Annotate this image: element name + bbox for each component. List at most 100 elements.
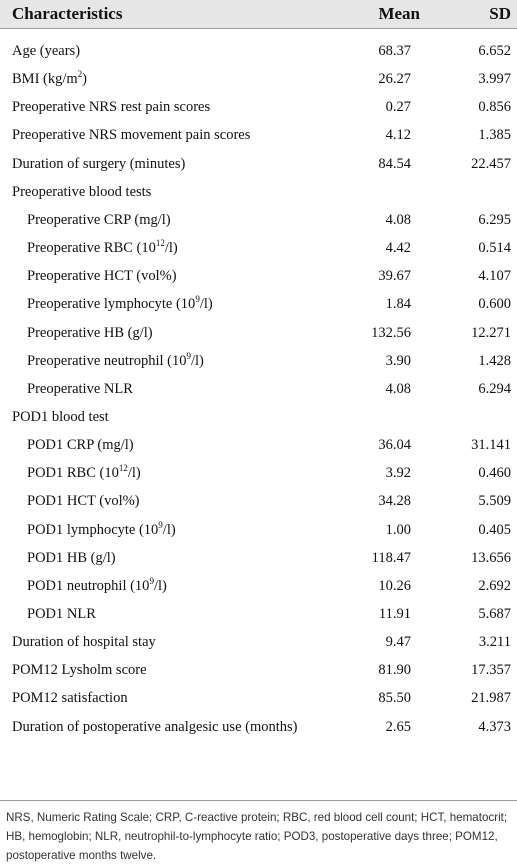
row-label: Age (years) [12, 37, 80, 65]
row-label: Preoperative RBC (1012/l) [27, 234, 178, 262]
mean-cell: 3.90 [385, 352, 411, 369]
mean-cell: 3.92 [385, 465, 411, 482]
sd-cell: 3.997 [478, 71, 511, 88]
row-label: Duration of hospital stay [12, 628, 156, 656]
superscript: 12 [118, 463, 128, 474]
table-row: Preoperative lymphocyte (109/l) 1.84 0.600 [0, 290, 517, 318]
sd-cell: 1.385 [478, 127, 511, 144]
table-row: POM12 Lysholm score 81.90 17.357 [0, 656, 517, 684]
sd-cell: 13.656 [471, 549, 511, 566]
table-row: Duration of hospital stay 9.47 3.211 [0, 628, 517, 656]
table-row: Preoperative neutrophil (109/l) 3.90 1.428 [0, 347, 517, 375]
row-label: Preoperative CRP (mg/l) [27, 206, 171, 234]
label-text: Preoperative RBC (10 [27, 240, 156, 257]
table-row: Preoperative blood tests [0, 178, 517, 206]
label-text: Age (years) [12, 43, 81, 59]
table-row: Preoperative RBC (1012/l) 4.42 0.514 [0, 234, 517, 262]
row-label: POD1 HB (g/l) [27, 544, 116, 572]
table-row: Preoperative NRS movement pain scores 4.1… [0, 121, 517, 149]
mean-cell: 118.47 [371, 549, 411, 566]
label-text: POD1 lymphocyte (10 [27, 521, 159, 538]
table-header: Characteristics Mean SD [0, 0, 517, 29]
sd-cell: 6.294 [478, 380, 511, 397]
superscript: 9 [186, 350, 191, 361]
row-label: POD1 blood test [12, 403, 109, 431]
row-label: POD1 RBC (1012/l) [27, 459, 141, 487]
row-label: POD1 NLR [27, 600, 96, 628]
mean-cell: 4.12 [385, 127, 411, 144]
header-cell: SD [489, 4, 511, 23]
sd-cell: 17.357 [471, 662, 511, 679]
row-label: Preoperative NRS movement pain scores [12, 121, 250, 149]
row-label: Preoperative blood tests [12, 178, 151, 206]
row-label: Preoperative NLR [27, 375, 133, 403]
label-text: POM12 satisfaction [12, 690, 128, 707]
label-text: Duration of postoperative analgesic use … [12, 718, 298, 735]
mean-cell: 4.42 [385, 240, 411, 257]
sd-cell: 5.687 [478, 606, 511, 622]
superscript: 9 [195, 294, 200, 305]
mean-cell: 39.67 [378, 268, 411, 285]
mean-cell: 0.27 [385, 99, 411, 116]
mean-cell: 11.91 [378, 606, 411, 622]
row-label: POD1 neutrophil (109/l) [27, 572, 167, 600]
row-label: Duration of surgery (minutes) [12, 150, 185, 178]
label-text: /l) [127, 465, 141, 482]
label-text: /l) [153, 577, 167, 594]
mean-cell: 4.08 [385, 380, 411, 397]
mean-cell: 10.26 [378, 577, 411, 594]
label-text: /l) [199, 296, 213, 313]
row-label: POD1 CRP (mg/l) [27, 431, 134, 459]
row-label: Duration of postoperative analgesic use … [12, 713, 298, 741]
table-rule [0, 800, 517, 801]
mean-cell: 132.56 [371, 324, 411, 341]
table-row: POD1 HCT (vol%) 34.28 5.509 [0, 487, 517, 515]
table-row: Preoperative HB (g/l) 132.56 12.271 [0, 319, 517, 347]
sd-cell: 0.405 [478, 521, 511, 538]
label-text: POD1 HCT (vol%) [27, 493, 140, 510]
mean-cell: 81.90 [378, 662, 411, 679]
sd-cell: 6.295 [478, 211, 511, 228]
sd-cell: 22.457 [471, 155, 511, 172]
row-label: POD1 HCT (vol%) [27, 487, 140, 515]
sd-cell: 6.652 [478, 43, 511, 59]
table-row: POD1 blood test [0, 403, 517, 431]
superscript: 9 [158, 519, 163, 530]
row-label: Preoperative neutrophil (109/l) [27, 347, 204, 375]
sd-cell: 3.211 [478, 634, 511, 651]
sd-cell: 4.107 [478, 268, 511, 285]
sd-cell: 2.692 [478, 577, 511, 594]
label-text: Duration of surgery (minutes) [12, 155, 186, 172]
mean-cell: 84.54 [378, 155, 411, 172]
footnote: NRS, Numeric Rating Scale; CRP, C-reacti… [6, 811, 508, 862]
table-row: Preoperative NRS rest pain scores 0.27 0.8… [0, 93, 517, 121]
label-text: POD1 neutrophil (10 [27, 577, 150, 594]
header-cell: Characteristics [12, 4, 123, 23]
superscript: 2 [77, 69, 83, 80]
sd-cell: 0.514 [478, 240, 511, 257]
row-label: Preoperative lymphocyte (109/l) [27, 290, 213, 318]
sd-cell: 0.460 [478, 465, 511, 482]
row-label: Preoperative NRS rest pain scores [12, 93, 210, 121]
row-label: BMI (kg/m2) [12, 65, 87, 93]
label-text: BMI (kg/m [12, 71, 78, 88]
row-label: POM12 satisfaction [12, 684, 128, 712]
label-text: Preoperative NRS rest pain scores [12, 99, 211, 116]
sd-cell: 1.428 [478, 352, 511, 369]
sd-cell: 31.141 [471, 437, 511, 454]
mean-cell: 34.28 [378, 493, 411, 510]
label-text: POD1 blood test [12, 408, 109, 425]
mean-cell: 68.37 [378, 43, 411, 59]
header-cell: Mean [378, 4, 420, 23]
mean-cell: 9.47 [385, 634, 411, 651]
mean-cell: 85.50 [378, 690, 411, 707]
mean-cell: 1.84 [385, 296, 411, 313]
sd-cell: 0.856 [478, 99, 511, 116]
label-text: Preoperative NRS movement pain scores [12, 127, 251, 144]
table-row: POD1 RBC (1012/l) 3.92 0.460 [0, 459, 517, 487]
sd-cell: 5.509 [478, 493, 511, 510]
label-text: Preoperative HCT (vol%) [27, 268, 177, 285]
label-text: POD1 HB (g/l) [27, 549, 116, 566]
sd-cell: 21.987 [471, 690, 511, 707]
